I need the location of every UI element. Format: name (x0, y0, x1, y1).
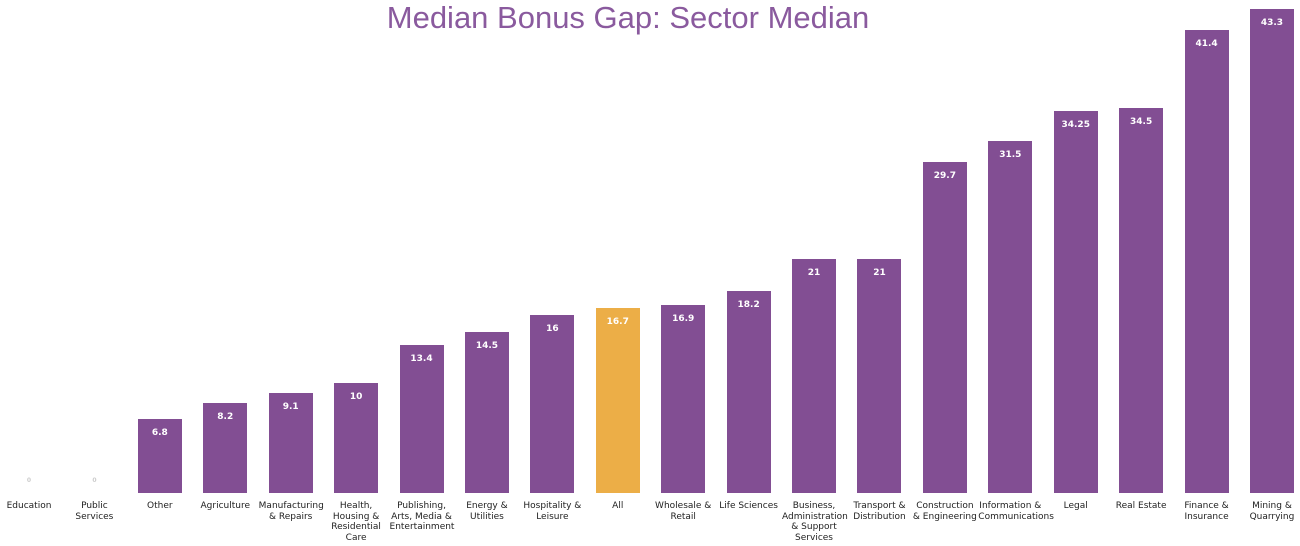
value-label: 31.5 (999, 150, 1022, 161)
value-label: 34.25 (1061, 119, 1090, 130)
value-label: 8.2 (217, 411, 234, 422)
bar (333, 381, 380, 494)
value-label: 21 (873, 268, 886, 279)
x-tick-label: Legal (1063, 501, 1088, 511)
bar (921, 160, 968, 494)
value-label: 9.1 (282, 401, 299, 412)
bar (594, 306, 641, 494)
bar (529, 314, 576, 494)
chart-title: Median Bonus Gap: Sector Median (386, 0, 870, 35)
bar (987, 140, 1034, 494)
x-tick-label: Energy & Utilities (466, 501, 508, 522)
x-tick-label: Transport & Distribution (853, 501, 906, 522)
bar (1183, 29, 1230, 494)
bar (136, 417, 183, 494)
value-label: 6.8 (151, 427, 168, 438)
x-tick-label: Agriculture (200, 501, 251, 511)
x-tick-label: Publishing, Arts, Media & Entertainment (389, 501, 455, 532)
x-tick-label: Real Estate (1115, 501, 1167, 511)
x-tick-label: Finance & Insurance (1184, 501, 1229, 522)
bar (1248, 8, 1295, 494)
bar (202, 401, 249, 494)
value-label: 16 (546, 324, 559, 335)
bar (267, 391, 314, 494)
x-tick-label: Construction & Engineering (912, 501, 977, 522)
x-tick-label: Health, Housing & Residential Care (331, 501, 381, 543)
value-label: 13.4 (410, 353, 433, 364)
value-label: 16.9 (672, 314, 695, 325)
value-label: 21 (807, 268, 821, 279)
bar (71, 494, 118, 496)
bar (398, 343, 445, 494)
bar (1052, 109, 1099, 494)
value-label: 0 (26, 477, 32, 484)
value-label: 34.5 (1130, 116, 1153, 127)
value-label: 43.3 (1260, 18, 1284, 28)
value-label: 41.4 (1195, 39, 1218, 50)
x-tick-label: Other (147, 501, 173, 511)
value-label: 16.7 (606, 316, 629, 327)
x-tick-label: Life Sciences (719, 501, 778, 511)
value-label: 18.2 (737, 299, 760, 310)
x-tick-label: All (612, 501, 624, 511)
bar (725, 289, 772, 494)
bar (1118, 106, 1165, 494)
x-tick-label: Wholesale & Retail (655, 501, 712, 522)
x-tick-label: Information & Communications (978, 501, 1054, 522)
x-tick-label: Mining & Quarrying (1249, 501, 1295, 522)
bar (463, 331, 510, 494)
x-tick-label: Education (6, 501, 52, 511)
value-label: 10 (349, 391, 363, 402)
value-label: 29.7 (933, 170, 956, 181)
x-tick-label: Manufacturing & Repairs (258, 501, 324, 522)
bar (660, 304, 707, 494)
bar (856, 258, 903, 494)
x-tick-label: Public Services (75, 501, 114, 522)
bar (791, 258, 838, 494)
x-tick-label: Business, Administration & Support Servi… (782, 501, 848, 543)
bar (6, 494, 52, 496)
value-label: 14.5 (475, 341, 499, 352)
value-label: 0 (92, 477, 97, 484)
x-tick-label: Hospitality & Leisure (523, 501, 582, 522)
